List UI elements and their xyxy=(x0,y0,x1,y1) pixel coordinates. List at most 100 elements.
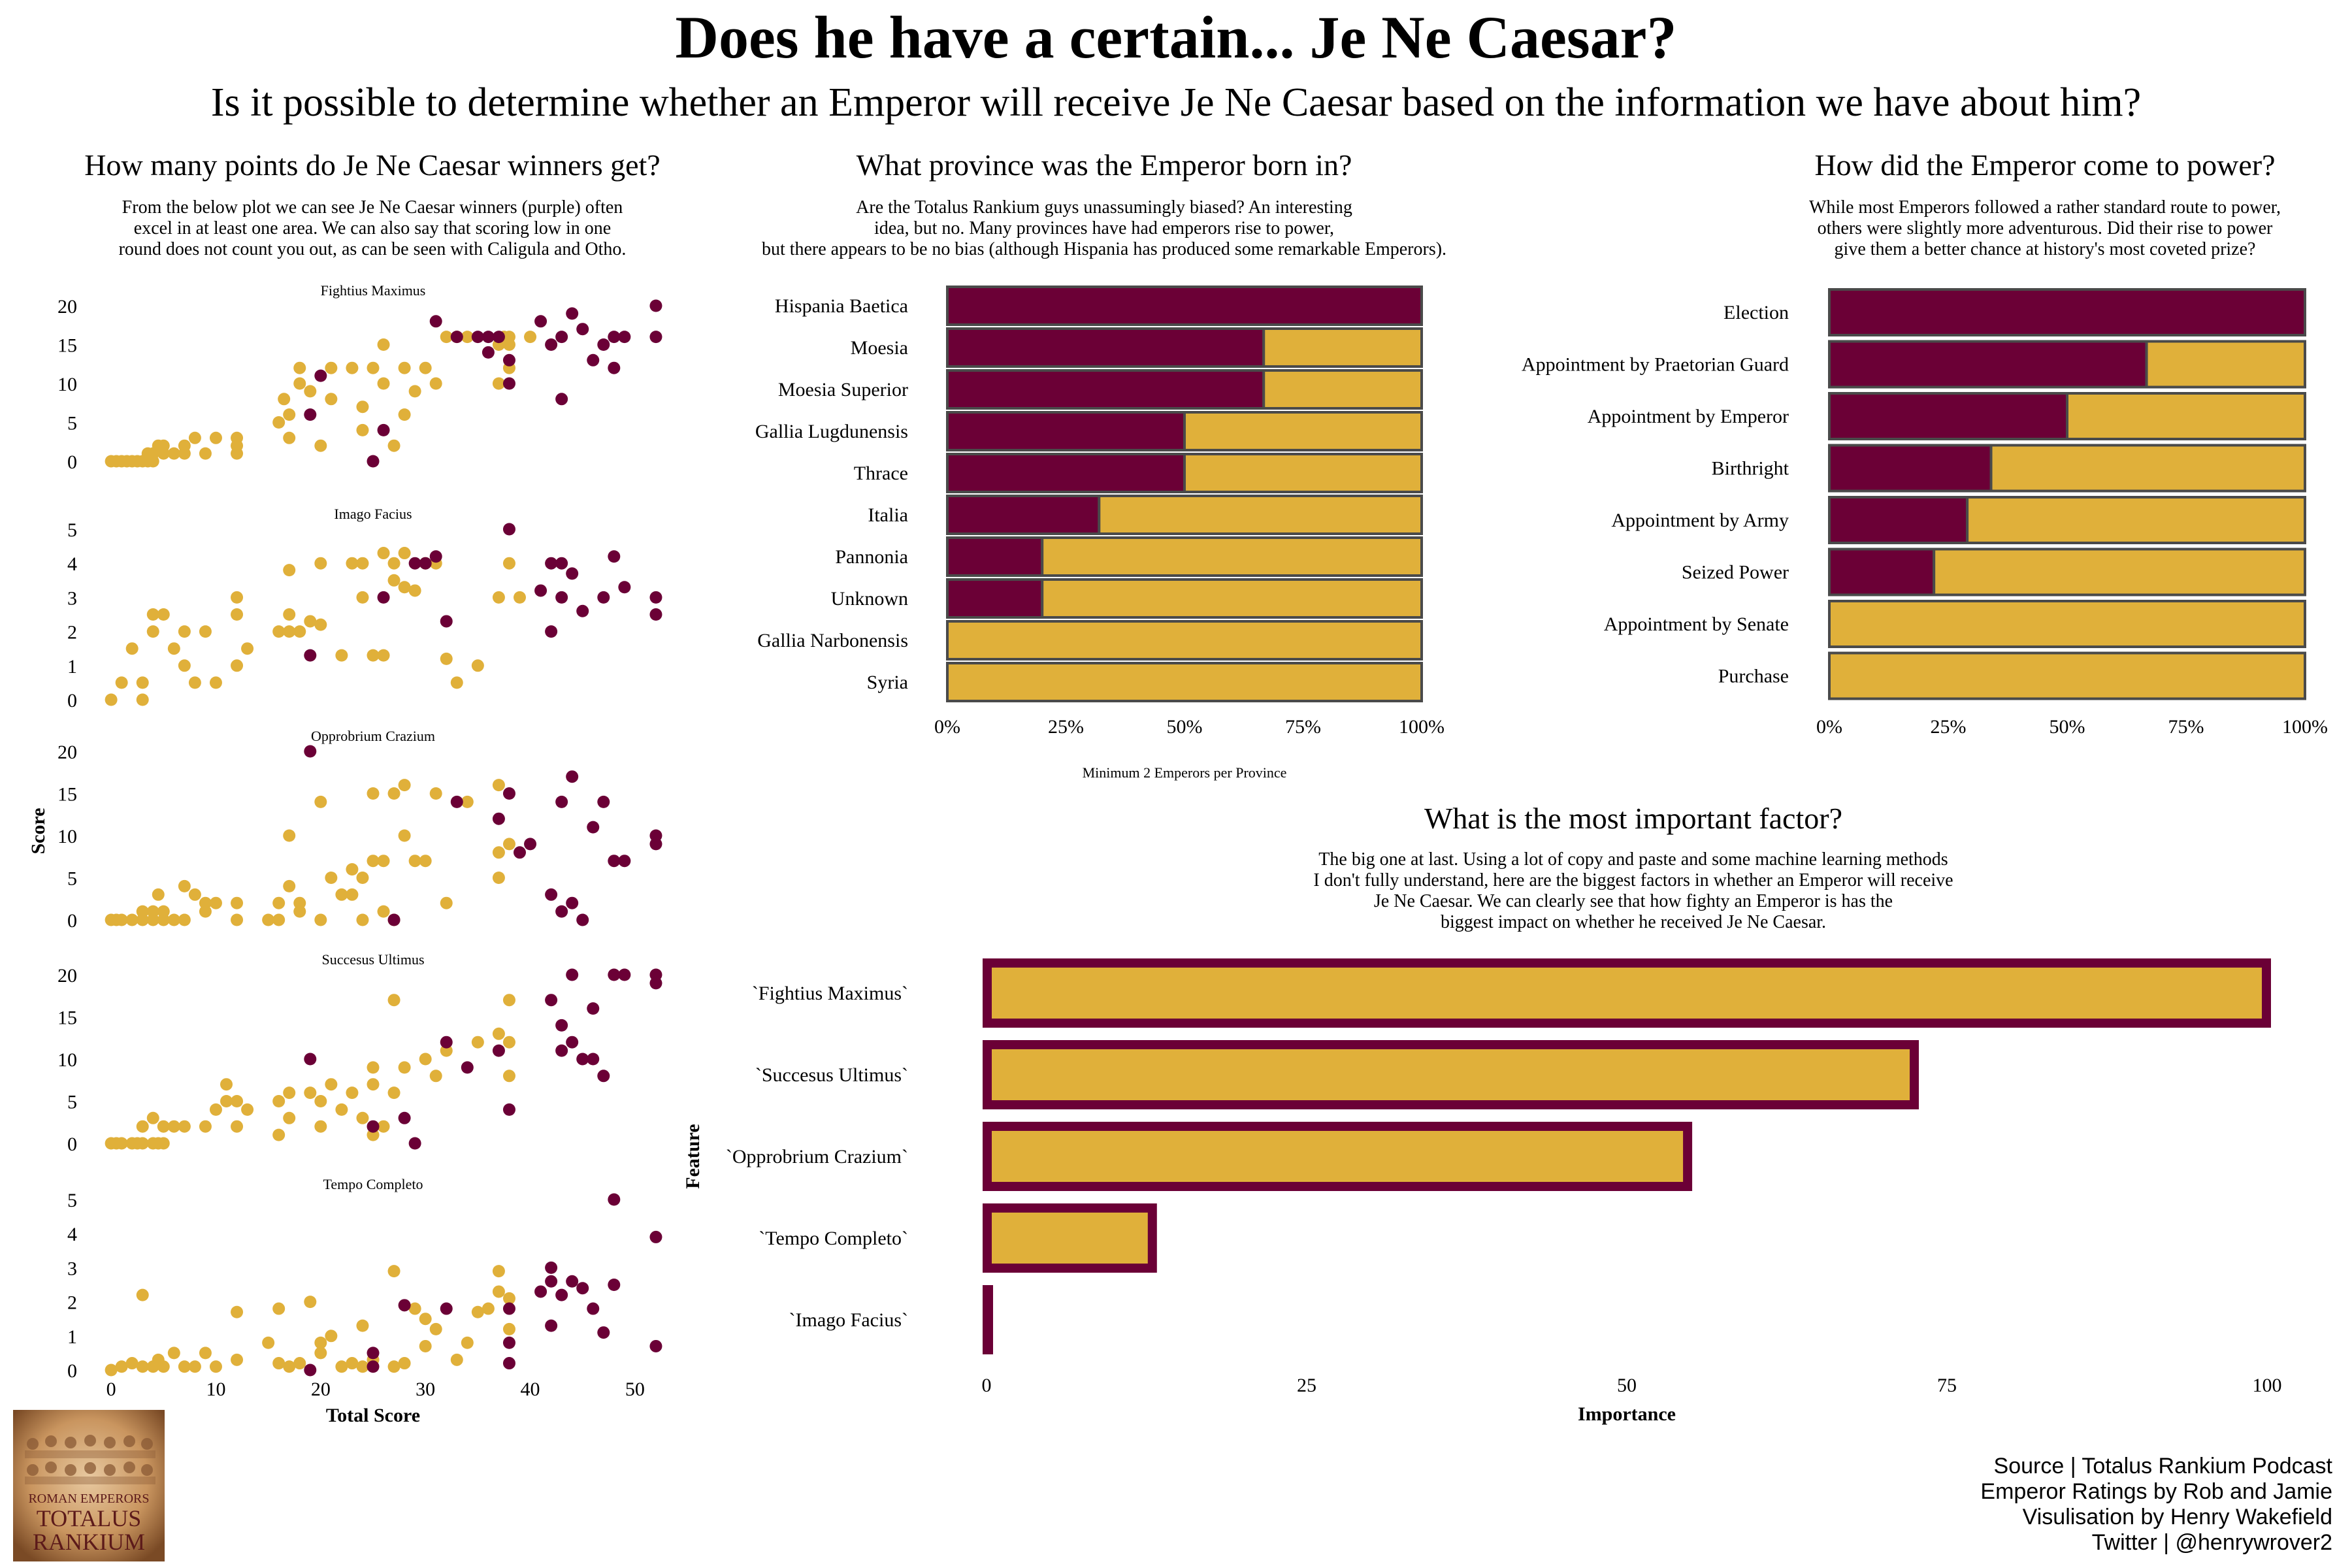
importance-label-opprobrium-crazium: `Opprobrium Crazium` xyxy=(726,1146,908,1168)
scatter-point xyxy=(220,1078,233,1091)
scatter-point xyxy=(272,625,286,638)
scatter-point-winner xyxy=(534,315,547,328)
province-xtick: 0% xyxy=(934,716,960,738)
scatter-point-winner xyxy=(566,770,579,783)
province-xtick: 100% xyxy=(1399,716,1445,738)
scatter-point xyxy=(356,400,369,414)
scatter-point-winner xyxy=(398,1111,411,1124)
province-bar-other-gallia-narbonensis xyxy=(946,620,1423,661)
scatter-point xyxy=(314,795,327,808)
scatter-point xyxy=(377,547,390,560)
scatter-point-winner xyxy=(545,1275,558,1288)
power-xtick: 100% xyxy=(2282,716,2328,738)
scatter-point-winner xyxy=(618,581,631,594)
scatter-point xyxy=(440,652,453,665)
province-bar-winner-hispania-baetica xyxy=(946,286,1423,326)
scatter-point xyxy=(293,361,306,374)
credits: Source | Totalus Rankium Podcast Emperor… xyxy=(1810,1454,2332,1556)
province-xtick: 50% xyxy=(1167,716,1203,738)
scatter-point xyxy=(125,1357,139,1370)
scatter-point xyxy=(272,416,286,429)
facet-4-ytick: 10 xyxy=(57,1049,77,1071)
facet-1-ytick: 20 xyxy=(57,296,77,318)
scatter-point xyxy=(502,1322,515,1335)
scatter-point xyxy=(199,625,212,638)
scatter-point xyxy=(408,385,421,398)
scatter-point xyxy=(231,913,244,926)
scatter-point xyxy=(105,693,118,706)
scatter-point xyxy=(398,361,411,374)
scatter-point xyxy=(377,338,390,351)
scatter-point xyxy=(136,1288,149,1301)
scatter-point-winner xyxy=(367,455,380,468)
scatter-point xyxy=(429,377,442,390)
scatter-point-winner xyxy=(576,1282,589,1295)
scatter-point xyxy=(356,1360,369,1373)
logo-image: ROMAN EMPERORS TOTALUS RANKIUM xyxy=(13,1410,165,1561)
totalus-rankium-logo: ROMAN EMPERORS TOTALUS RANKIUM xyxy=(13,1410,165,1561)
scatter-point-winner xyxy=(608,1193,621,1206)
scatter-point xyxy=(514,591,526,604)
province-label-thrace: Thrace xyxy=(854,463,908,484)
scatter-point xyxy=(356,591,369,604)
power-label-birthright: Birthright xyxy=(1712,458,1789,480)
facet-title-5: Tempo Completo xyxy=(323,1176,423,1192)
scatter-point xyxy=(231,1353,244,1366)
scatter-point-winner xyxy=(502,787,515,800)
scatter-point xyxy=(272,896,286,909)
power-bar-winner-birthright xyxy=(1828,444,1993,493)
scatter-point-winner xyxy=(534,1285,547,1298)
province-bar-winner-italia xyxy=(946,495,1101,535)
scatter-point xyxy=(346,557,359,570)
scatter-point-winner xyxy=(587,1302,600,1315)
scatter-point xyxy=(283,829,296,842)
scatter-point xyxy=(346,888,359,901)
scatter-point-winner xyxy=(502,377,515,390)
scatter-point-winner xyxy=(502,1302,515,1315)
scatter-point xyxy=(136,905,149,918)
scatter-point-winner xyxy=(492,1044,505,1057)
importance-panel-title: What is the most important factor? xyxy=(1424,802,1842,835)
scatter-point xyxy=(450,676,463,689)
scatter-point xyxy=(314,1336,327,1349)
scatter-point xyxy=(356,872,369,884)
scatter-point xyxy=(231,591,244,604)
scatter-point xyxy=(146,1111,159,1124)
scatter-point xyxy=(429,1322,442,1335)
power-bar-chart: Election Appointment by Praetorian Guard A… xyxy=(1522,288,2328,738)
scatter-point xyxy=(152,888,165,901)
scatter-point xyxy=(283,1086,296,1100)
scatter-point xyxy=(398,1061,411,1074)
scatter-point xyxy=(262,913,275,926)
scatter-point-winner xyxy=(534,584,547,597)
province-bar-winner-thrace xyxy=(946,453,1186,493)
scatter-point xyxy=(367,1078,380,1091)
scatter-point-winner xyxy=(440,1302,453,1315)
scatter-point xyxy=(125,642,139,655)
scatter-point-winner xyxy=(450,795,463,808)
scatter-xtick: 40 xyxy=(521,1379,540,1400)
scatter-point-winner xyxy=(555,1019,568,1032)
importance-desc-line-2: I don't fully understand, here are the b… xyxy=(1313,870,1953,890)
scatter-point xyxy=(356,423,369,436)
scatter-point xyxy=(398,779,411,792)
scatter-point-winner xyxy=(555,557,568,570)
scatter-point xyxy=(146,608,159,621)
importance-bar-fightius-maximus xyxy=(992,968,2262,1019)
scatter-point xyxy=(304,385,317,398)
province-bar-other-thrace xyxy=(1183,453,1423,493)
province-label-moesia: Moesia xyxy=(851,337,908,359)
scatter-point-winner xyxy=(555,905,568,918)
facet-2-ytick: 1 xyxy=(67,656,77,678)
scatter-point xyxy=(314,1095,327,1107)
scatter-point-winner xyxy=(555,591,568,604)
scatter-point xyxy=(199,896,212,909)
scatter-point-winner xyxy=(555,331,568,344)
power-label-appointment-by-senate: Appointment by Senate xyxy=(1604,613,1789,635)
scatter-point xyxy=(231,1095,244,1107)
scatter-point-winner xyxy=(408,557,421,570)
importance-xtick: 50 xyxy=(1617,1375,1637,1396)
scatter-point xyxy=(502,331,515,344)
scatter-xtick: 50 xyxy=(625,1379,645,1400)
scatter-point xyxy=(387,1086,400,1100)
